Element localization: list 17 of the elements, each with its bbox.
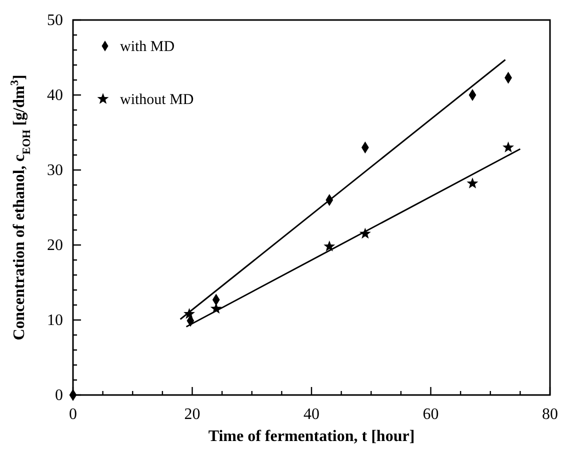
point [502, 141, 514, 152]
x-axis-title: Time of fermentation, t [hour] [208, 428, 415, 445]
y-tick-label: 20 [47, 237, 63, 254]
point [324, 240, 336, 252]
x-tick-label: 0 [69, 406, 77, 423]
y-tick-label: 40 [47, 87, 63, 104]
x-tick-label: 80 [542, 406, 558, 423]
y-tick-label: 50 [47, 12, 63, 29]
x-tick-label: 60 [422, 406, 439, 423]
point [466, 177, 478, 188]
y-tick-label: 10 [47, 312, 63, 329]
legend-label: without MD [120, 92, 194, 108]
x-tick-label: 20 [184, 406, 200, 423]
y-tick-label: 0 [55, 387, 63, 404]
x-tick-label: 40 [304, 406, 320, 423]
legend-label: with MD [120, 39, 175, 55]
y-tick-label: 30 [47, 162, 63, 179]
